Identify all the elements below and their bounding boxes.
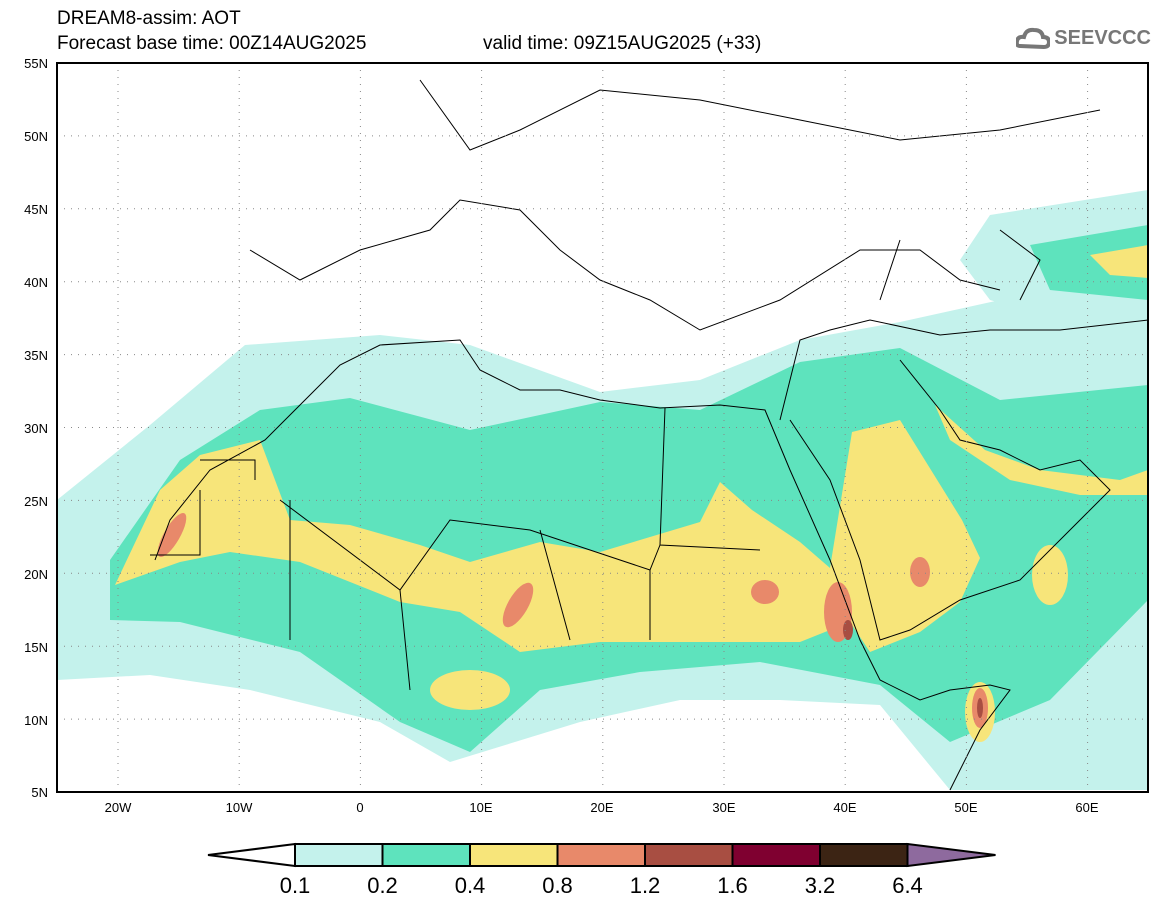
colorbar-swatch <box>819 843 909 867</box>
lat-labels: 55N 50N 45N 40N 35N 30N 25N 20N 15N 10N … <box>24 56 48 800</box>
lon-label: 30E <box>712 800 735 815</box>
lon-label: 10E <box>469 800 492 815</box>
colorbar-label: 3.2 <box>805 873 836 898</box>
colorbar-under-arrow <box>207 842 296 868</box>
colorbar-label: 0.4 <box>455 873 486 898</box>
lat-label: 25N <box>24 494 48 509</box>
lon-label: 60E <box>1075 800 1098 815</box>
lat-label: 15N <box>24 640 48 655</box>
lat-label: 55N <box>24 56 48 71</box>
map-title: DREAM8-assim: AOT <box>57 8 241 29</box>
colorbar-label: 1.6 <box>717 873 748 898</box>
aot-level-1.2 <box>843 620 983 718</box>
aot-blob <box>1032 545 1068 605</box>
colorbar-label: 0.2 <box>367 873 398 898</box>
aot-blob <box>430 670 510 710</box>
base-time: Forecast base time: 00Z14AUG2025 <box>57 33 367 54</box>
cloud-icon <box>1016 27 1051 50</box>
logo-text: SEEVCCC <box>1054 26 1151 49</box>
graticule <box>57 63 1148 792</box>
lon-label: 10W <box>226 800 253 815</box>
colorbar-over-arrow <box>906 842 996 868</box>
colorbar-swatch <box>294 843 384 867</box>
colorbar-swatch <box>469 843 559 867</box>
lat-label: 10N <box>24 713 48 728</box>
colorbar-label: 6.4 <box>892 873 923 898</box>
lat-label: 45N <box>24 202 48 217</box>
colorbar: 0.1 0.2 0.4 0.8 1.2 1.6 3.2 6.4 <box>207 842 996 898</box>
lat-label: 20N <box>24 567 48 582</box>
colorbar-label: 1.2 <box>630 873 661 898</box>
lat-label: 35N <box>24 348 48 363</box>
lat-label: 50N <box>24 129 48 144</box>
colorbar-swatch <box>731 843 821 867</box>
lon-label: 40E <box>833 800 856 815</box>
lat-label: 40N <box>24 275 48 290</box>
valid-time: valid time: 09Z15AUG2025 (+33) <box>483 33 762 54</box>
seevccc-logo: SEEVCCC <box>1016 26 1151 50</box>
lon-label: 50E <box>954 800 977 815</box>
aot-field <box>57 63 1148 792</box>
lon-label: 20W <box>105 800 132 815</box>
lat-label: 5N <box>31 785 48 800</box>
aot-level-0.8 <box>157 512 988 728</box>
lon-labels: 20W 10W 0 10E 20E 30E 40E 50E 60E <box>105 800 1099 815</box>
colorbar-label: 0.8 <box>542 873 573 898</box>
map-frame <box>56 62 1149 793</box>
coastlines <box>150 79 1148 791</box>
colorbar-label: 0.1 <box>280 873 311 898</box>
colorbar-swatch <box>644 843 734 867</box>
lon-label: 20E <box>590 800 613 815</box>
colorbar-swatch <box>381 843 471 867</box>
colorbar-swatch <box>556 843 646 867</box>
aot-level-0.4 <box>115 245 1148 652</box>
lat-label: 30N <box>24 421 48 436</box>
lon-label: 0 <box>356 800 363 815</box>
